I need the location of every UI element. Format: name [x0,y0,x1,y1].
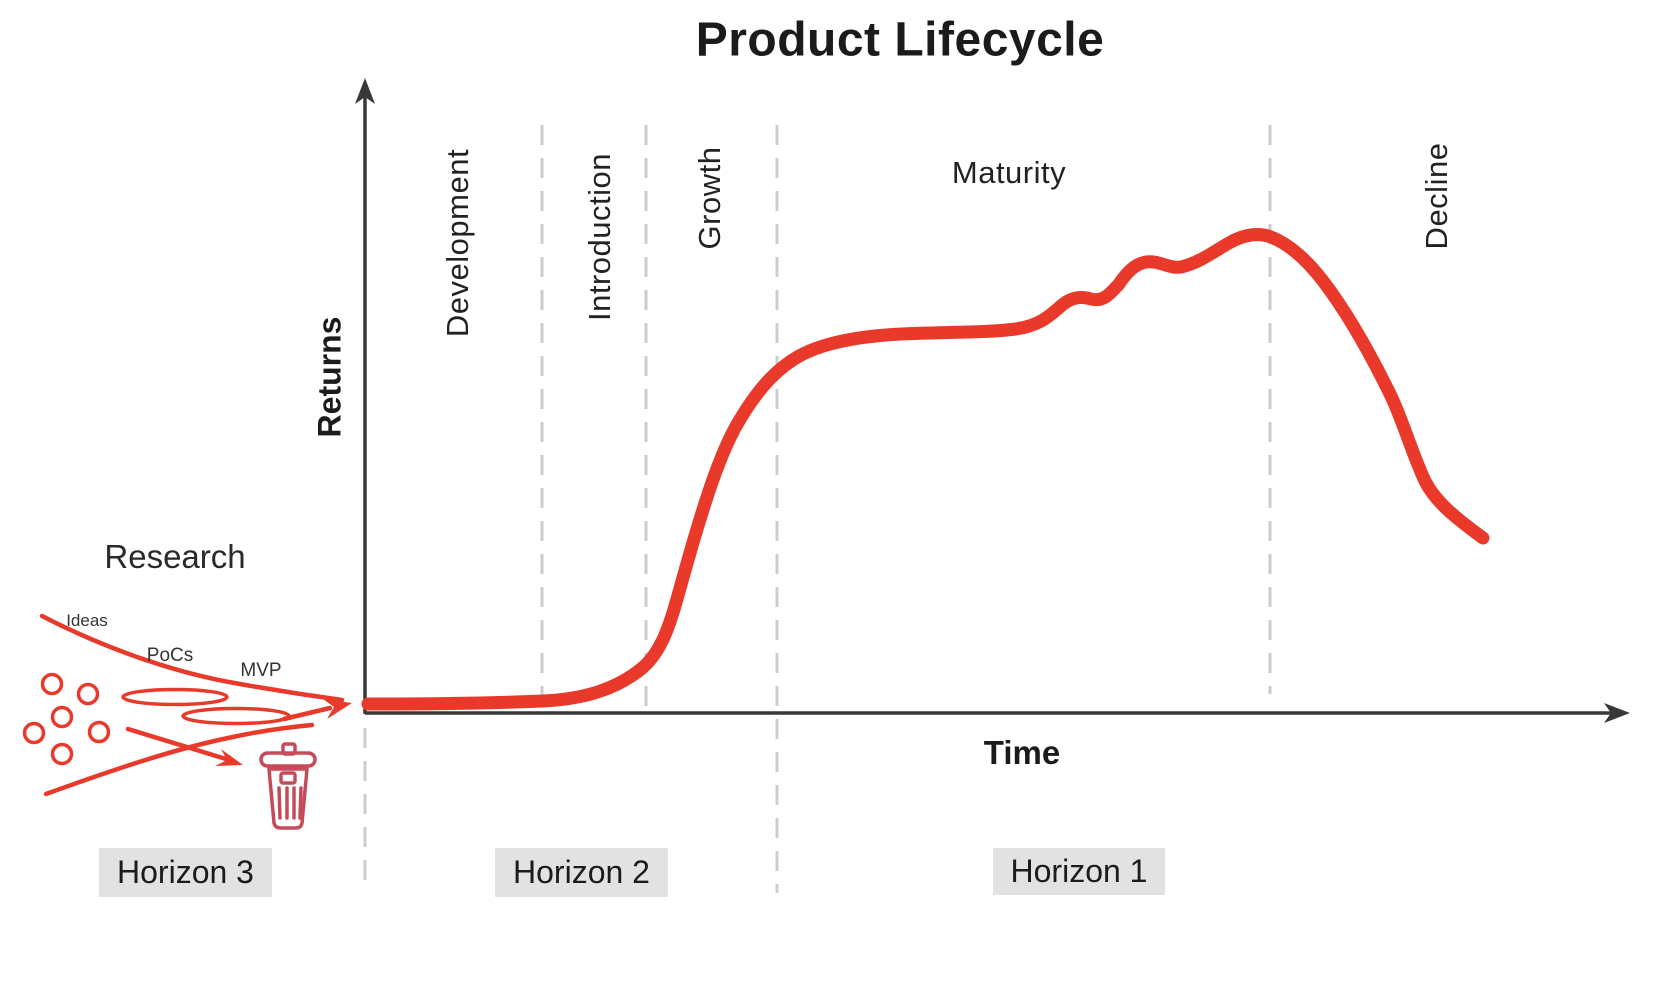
trash-icon [259,742,317,830]
discard-arrow-shaft [125,726,229,762]
x-axis-arrowhead-icon [1604,703,1630,723]
poc-lens-1 [121,687,229,707]
page-title: Product Lifecycle [695,13,1105,67]
funnel-stage-label-pocs: PoCs [146,645,194,666]
phase-label-maturity: Maturity [951,155,1067,190]
funnel-stage-label-mvp: MVP [240,660,282,681]
y-axis-label: Returns [311,316,348,438]
research-label: Research [104,538,246,575]
phase-label-decline: Decline [1419,142,1454,250]
horizon-2-badge: Horizon 2 [495,848,668,897]
horizon-1-label: Horizon 1 [1010,853,1148,889]
discard-arrowhead-icon [215,749,243,766]
axes [355,78,1630,723]
to-market-arrowhead-icon [323,699,352,719]
horizon-2-label: Horizon 2 [513,854,650,890]
y-axis-arrowhead-icon [355,78,375,104]
horizon-1-badge: Horizon 1 [993,848,1165,895]
lifecycle-curve [361,228,1490,711]
phase-label-development: Development [440,148,475,338]
funnel-bottom-curve [43,722,315,797]
horizon-3-label: Horizon 3 [117,854,254,890]
research-funnel [22,613,352,797]
horizon-3-badge: Horizon 3 [99,848,272,897]
poc-lens-2 [181,706,291,726]
x-axis-label: Time [983,734,1061,771]
phase-dividers [363,125,1272,893]
funnel-top-curve [39,613,345,703]
to-market-arrow-shaft [281,705,333,722]
phase-label-introduction: Introduction [582,153,617,321]
funnel-stage-label-ideas: Ideas [66,611,108,630]
idea-circles [22,672,111,766]
phase-label-growth: Growth [692,146,727,250]
